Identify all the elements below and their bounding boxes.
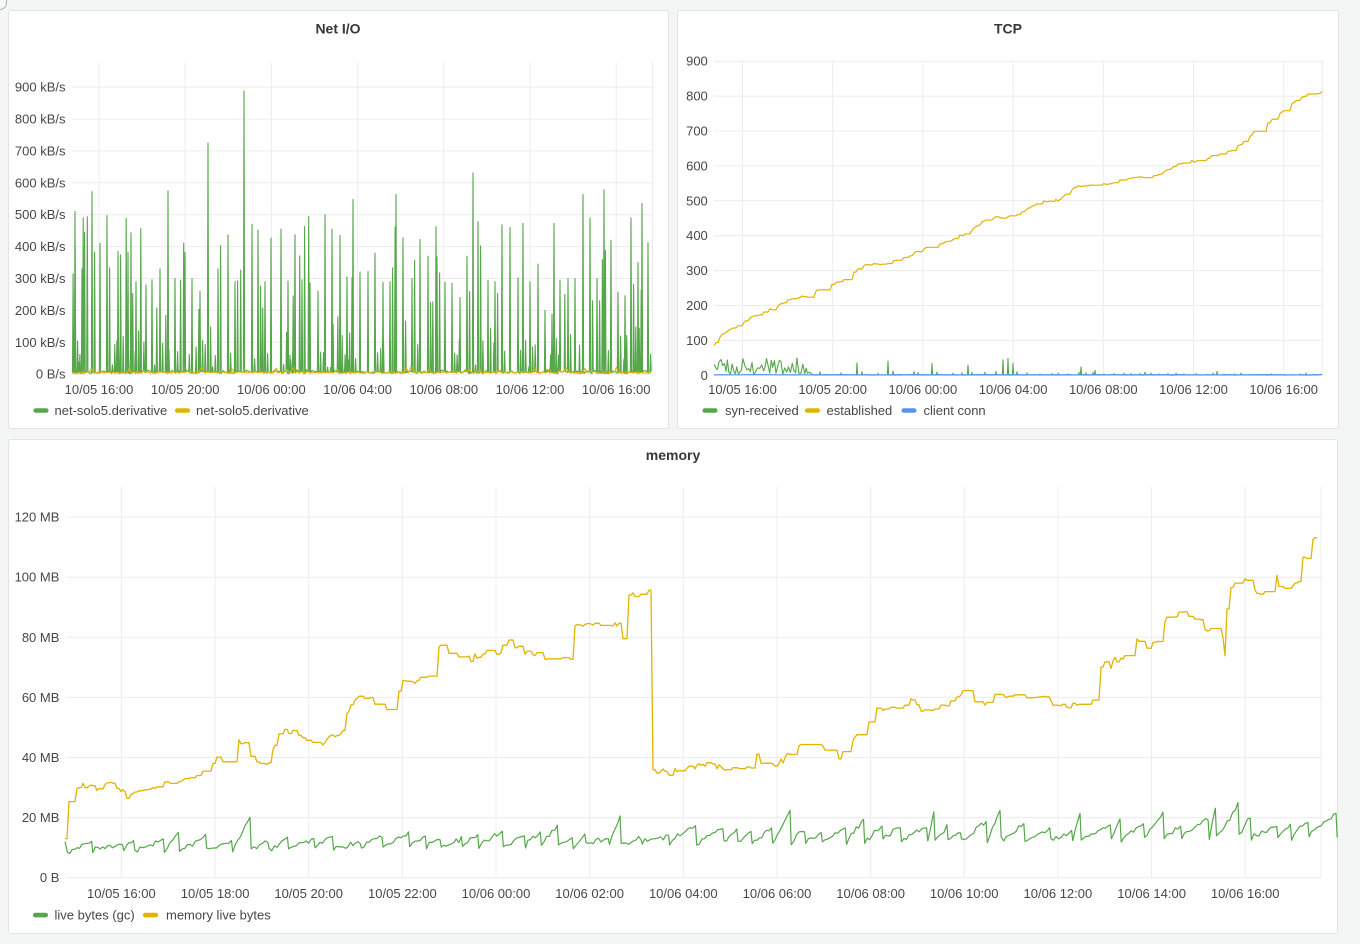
svg-text:10/06 00:00: 10/06 00:00 (889, 382, 958, 397)
svg-text:syn-received: syn-received (725, 403, 799, 418)
svg-text:10/06 12:00: 10/06 12:00 (1159, 382, 1228, 397)
svg-text:10/06 00:00: 10/06 00:00 (237, 382, 306, 397)
svg-text:10/06 12:00: 10/06 12:00 (496, 382, 565, 397)
svg-text:client conn: client conn (924, 403, 986, 418)
svg-text:10/06 12:00: 10/06 12:00 (1024, 886, 1093, 901)
svg-text:900 kB/s: 900 kB/s (15, 80, 66, 95)
svg-text:10/06 16:00: 10/06 16:00 (1211, 886, 1280, 901)
svg-text:memory live bytes: memory live bytes (166, 908, 271, 923)
svg-text:10/05 16:00: 10/05 16:00 (708, 382, 777, 397)
svg-text:Net I/O: Net I/O (315, 21, 360, 37)
svg-text:20 MB: 20 MB (22, 810, 60, 825)
svg-text:800: 800 (686, 89, 708, 104)
svg-text:10/05 16:00: 10/05 16:00 (87, 886, 156, 901)
svg-text:40 MB: 40 MB (22, 750, 60, 765)
svg-text:10/06 08:00: 10/06 08:00 (836, 886, 905, 901)
svg-text:10/06 04:00: 10/06 04:00 (979, 382, 1048, 397)
svg-text:net-solo5.derivative: net-solo5.derivative (55, 403, 168, 418)
svg-text:10/06 08:00: 10/06 08:00 (1069, 382, 1138, 397)
svg-text:0 B: 0 B (40, 870, 60, 885)
svg-text:700 kB/s: 700 kB/s (15, 143, 66, 158)
svg-text:10/05 20:00: 10/05 20:00 (274, 886, 343, 901)
svg-text:200 kB/s: 200 kB/s (15, 303, 66, 318)
svg-text:800 kB/s: 800 kB/s (15, 112, 66, 127)
svg-text:400: 400 (686, 228, 708, 243)
svg-text:600 kB/s: 600 kB/s (15, 175, 66, 190)
svg-text:10/06 02:00: 10/06 02:00 (555, 886, 624, 901)
svg-text:900: 900 (686, 54, 708, 69)
svg-text:500: 500 (686, 193, 708, 208)
svg-text:80 MB: 80 MB (22, 630, 60, 645)
svg-text:10/06 00:00: 10/06 00:00 (462, 886, 531, 901)
svg-text:10/06 16:00: 10/06 16:00 (1249, 382, 1318, 397)
svg-text:established: established (827, 403, 893, 418)
svg-text:0: 0 (701, 368, 708, 383)
svg-text:120 MB: 120 MB (15, 510, 60, 525)
svg-text:0 B/s: 0 B/s (36, 367, 66, 382)
svg-text:400 kB/s: 400 kB/s (15, 239, 66, 254)
svg-text:10/06 04:00: 10/06 04:00 (649, 886, 718, 901)
svg-text:300 kB/s: 300 kB/s (15, 271, 66, 286)
svg-text:500 kB/s: 500 kB/s (15, 207, 66, 222)
svg-text:net-solo5.derivative: net-solo5.derivative (196, 403, 309, 418)
svg-text:10/06 10:00: 10/06 10:00 (930, 886, 999, 901)
svg-text:10/06 08:00: 10/06 08:00 (409, 382, 478, 397)
svg-text:live bytes (gc): live bytes (gc) (55, 908, 135, 923)
svg-text:10/05 18:00: 10/05 18:00 (181, 886, 250, 901)
svg-text:100: 100 (686, 333, 708, 348)
svg-text:100 kB/s: 100 kB/s (15, 335, 66, 350)
svg-text:10/05 20:00: 10/05 20:00 (798, 382, 867, 397)
svg-text:300: 300 (686, 263, 708, 278)
svg-text:10/06 14:00: 10/06 14:00 (1117, 886, 1186, 901)
svg-text:10/06 06:00: 10/06 06:00 (743, 886, 812, 901)
svg-text:600: 600 (686, 158, 708, 173)
svg-text:10/05 20:00: 10/05 20:00 (151, 382, 220, 397)
svg-text:700: 700 (686, 124, 708, 139)
svg-text:60 MB: 60 MB (22, 690, 60, 705)
svg-text:memory: memory (646, 447, 701, 463)
svg-text:200: 200 (686, 298, 708, 313)
svg-text:10/05 16:00: 10/05 16:00 (65, 382, 134, 397)
svg-text:10/06 16:00: 10/06 16:00 (582, 382, 651, 397)
svg-text:TCP: TCP (994, 21, 1022, 37)
svg-text:10/06 04:00: 10/06 04:00 (323, 382, 392, 397)
svg-text:10/05 22:00: 10/05 22:00 (368, 886, 437, 901)
svg-text:100 MB: 100 MB (15, 570, 60, 585)
